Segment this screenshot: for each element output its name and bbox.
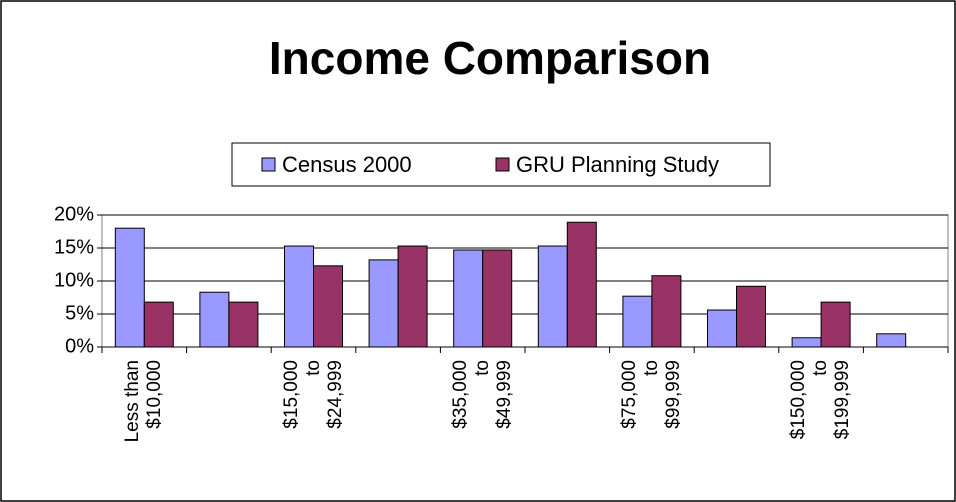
chart-title: Income Comparison	[269, 32, 711, 84]
x-tick-label: $15,000 to $24,999	[280, 360, 346, 429]
bar	[482, 249, 513, 348]
bar	[114, 227, 145, 348]
x-tick-label: $75,000 to $99,999	[618, 360, 684, 429]
bar	[651, 275, 682, 348]
bar	[707, 309, 737, 348]
bar	[791, 337, 822, 348]
x-tick-label: $150,000 to $199,999	[788, 360, 854, 440]
bar	[313, 265, 343, 348]
bar	[368, 259, 399, 348]
bar	[397, 245, 428, 348]
y-tick-label: 20%	[54, 203, 94, 225]
bar	[622, 295, 653, 348]
bar	[453, 249, 484, 348]
x-tick-label: Less than $10,000	[122, 360, 166, 443]
legend-swatch	[261, 157, 276, 172]
bar	[228, 301, 259, 348]
bar	[537, 245, 568, 348]
y-tick-label: 15%	[54, 236, 94, 258]
x-tick-label: $35,000 to $49,999	[449, 360, 515, 429]
bar	[566, 221, 597, 348]
legend-swatch	[495, 157, 510, 172]
y-tick-label: 10%	[54, 269, 94, 291]
legend-label: Census 2000	[282, 152, 412, 177]
legend-label: GRU Planning Study	[516, 152, 719, 177]
bar	[736, 285, 766, 348]
y-tick-label: 5%	[65, 302, 94, 324]
bar	[820, 301, 851, 348]
bar	[199, 291, 230, 348]
bar	[143, 301, 174, 348]
y-tick-label: 0%	[65, 335, 94, 357]
bar	[876, 333, 907, 348]
bar	[284, 245, 314, 348]
